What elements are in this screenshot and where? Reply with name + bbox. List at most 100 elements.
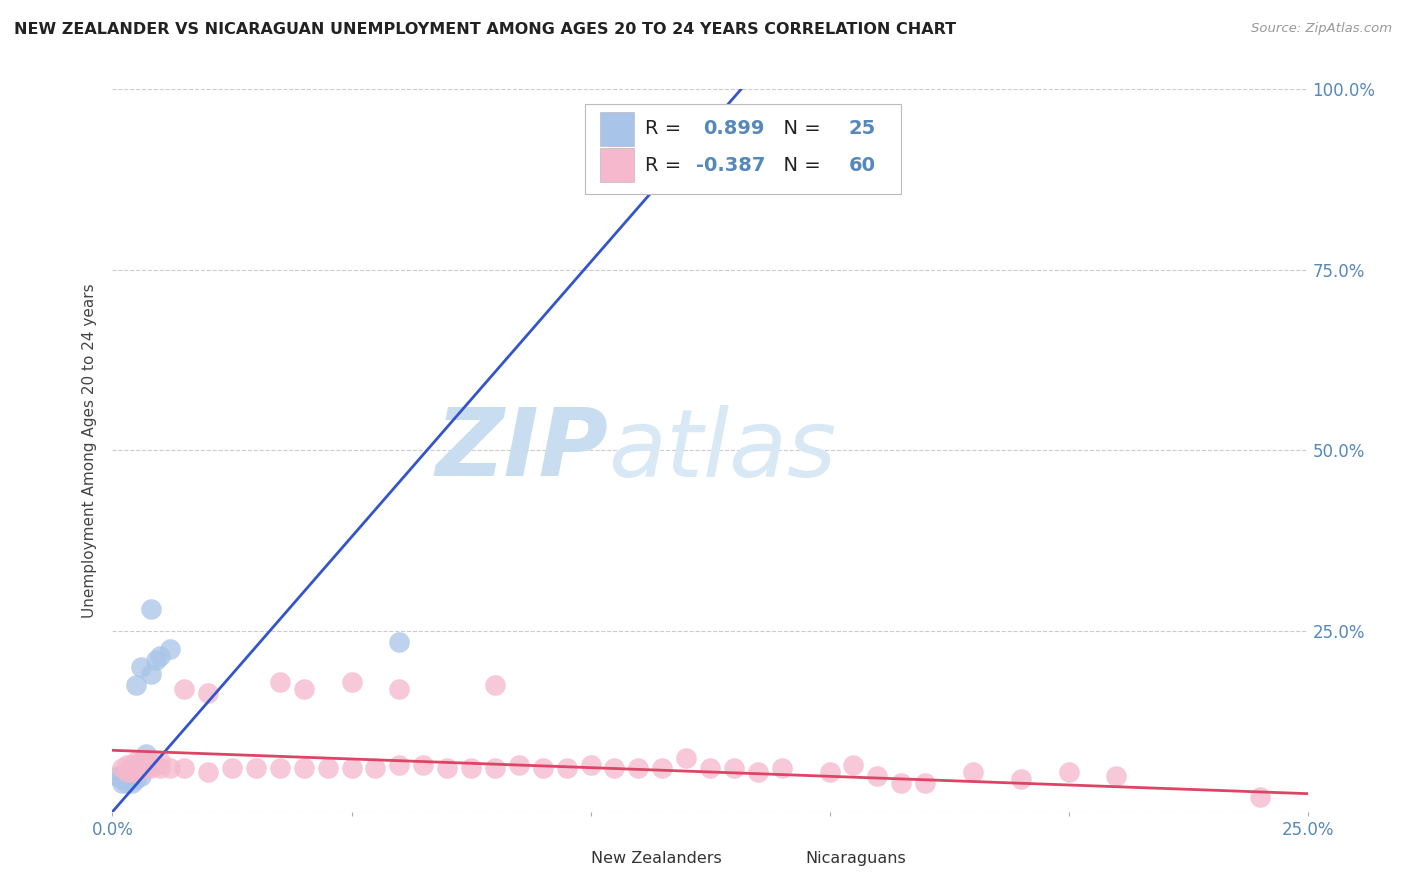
FancyBboxPatch shape — [770, 844, 800, 877]
Point — [115, 764, 138, 779]
Point — [269, 761, 291, 775]
Point — [914, 776, 936, 790]
Point — [1105, 769, 1128, 783]
Point — [139, 761, 162, 775]
Point — [121, 757, 143, 772]
Point — [292, 681, 315, 696]
Text: 60: 60 — [849, 155, 876, 175]
Point — [962, 764, 984, 779]
Point — [842, 757, 865, 772]
Point — [135, 747, 157, 761]
Point — [508, 757, 530, 772]
Point — [818, 764, 841, 779]
Point — [364, 761, 387, 775]
Point — [531, 761, 554, 775]
Point — [139, 602, 162, 616]
Point — [139, 667, 162, 681]
Point — [484, 678, 506, 692]
Point — [340, 674, 363, 689]
Point — [269, 674, 291, 689]
Point — [388, 757, 411, 772]
Point — [115, 776, 138, 790]
Point — [129, 660, 152, 674]
Point — [675, 750, 697, 764]
Point — [121, 764, 143, 779]
Point — [121, 764, 143, 779]
Point — [173, 681, 195, 696]
Point — [149, 761, 172, 775]
Text: N =: N = — [770, 155, 827, 175]
Text: Nicaraguans: Nicaraguans — [806, 851, 907, 866]
Point — [197, 685, 219, 699]
Point — [125, 772, 148, 787]
Point — [1057, 764, 1080, 779]
Point — [221, 761, 243, 775]
Point — [579, 757, 602, 772]
Point — [1249, 790, 1271, 805]
Point — [121, 776, 143, 790]
Point — [651, 761, 673, 775]
Point — [555, 761, 578, 775]
Point — [145, 653, 167, 667]
Point — [627, 761, 650, 775]
Point — [129, 769, 152, 783]
Text: atlas: atlas — [609, 405, 837, 496]
Text: -0.387: -0.387 — [696, 155, 765, 175]
Point — [125, 754, 148, 768]
Point — [866, 769, 889, 783]
Point — [105, 769, 128, 783]
Point — [115, 772, 138, 787]
Point — [388, 681, 411, 696]
Point — [135, 761, 157, 775]
FancyBboxPatch shape — [554, 844, 585, 877]
Point — [770, 761, 793, 775]
Text: 25: 25 — [849, 120, 876, 138]
Point — [484, 761, 506, 775]
Point — [460, 761, 482, 775]
Text: Source: ZipAtlas.com: Source: ZipAtlas.com — [1251, 22, 1392, 36]
Point — [121, 772, 143, 787]
Point — [747, 764, 769, 779]
Point — [135, 750, 157, 764]
Point — [115, 764, 138, 779]
Point — [129, 754, 152, 768]
Point — [111, 776, 134, 790]
Point — [340, 761, 363, 775]
Point — [115, 757, 138, 772]
Point — [292, 761, 315, 775]
Point — [111, 769, 134, 783]
Point — [125, 761, 148, 775]
Text: New Zealanders: New Zealanders — [591, 851, 721, 866]
Point — [699, 761, 721, 775]
Point — [115, 769, 138, 783]
Text: R =: R = — [645, 120, 695, 138]
Point — [149, 754, 172, 768]
Point — [125, 764, 148, 779]
Point — [245, 761, 267, 775]
Point — [129, 761, 152, 775]
Point — [890, 776, 912, 790]
Point — [149, 649, 172, 664]
Point — [316, 761, 339, 775]
Point — [135, 761, 157, 775]
Point — [388, 635, 411, 649]
Point — [139, 757, 162, 772]
FancyBboxPatch shape — [600, 148, 634, 182]
Point — [129, 761, 152, 775]
Text: ZIP: ZIP — [436, 404, 609, 497]
Point — [1010, 772, 1032, 787]
Point — [436, 761, 458, 775]
FancyBboxPatch shape — [600, 112, 634, 146]
Point — [603, 761, 626, 775]
Point — [173, 761, 195, 775]
Text: N =: N = — [770, 120, 827, 138]
FancyBboxPatch shape — [585, 103, 901, 194]
Point — [159, 642, 181, 657]
Point — [159, 761, 181, 775]
Point — [111, 772, 134, 787]
Point — [723, 761, 745, 775]
Point — [197, 764, 219, 779]
Text: 0.899: 0.899 — [703, 120, 765, 138]
Point — [125, 678, 148, 692]
Point — [412, 757, 434, 772]
